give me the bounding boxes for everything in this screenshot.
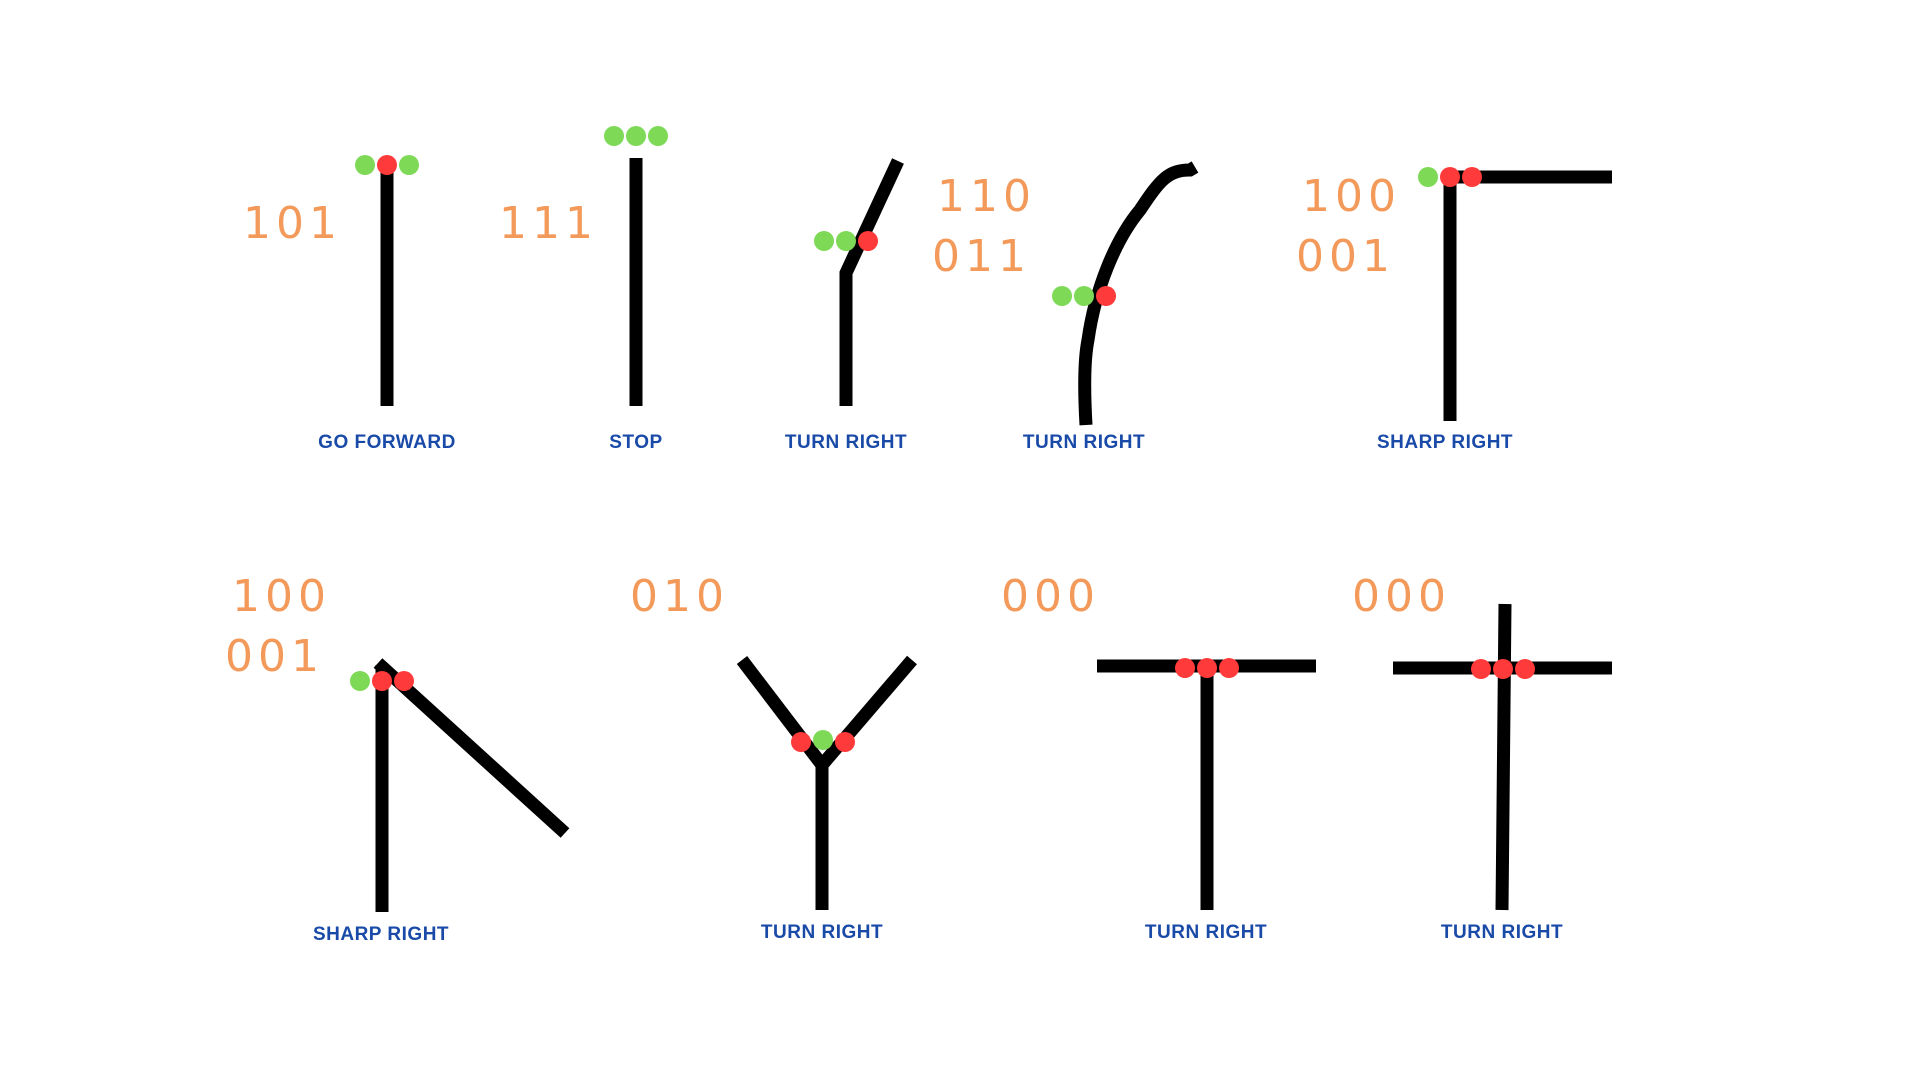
sensor-center [377, 155, 397, 175]
panel-turn-right-fork: 010 TURN RIGHT [630, 571, 917, 943]
sensor-code: 101 [243, 198, 342, 249]
panel-label: SHARP RIGHT [1377, 432, 1513, 453]
sensor-right [648, 126, 668, 146]
sensor-code-2: 011 [932, 231, 1031, 282]
sensor-code: 000 [1001, 571, 1100, 622]
sensor-code: 111 [499, 198, 598, 249]
sensor-left [1052, 286, 1072, 306]
sensor-center [1197, 658, 1217, 678]
sensor-right [858, 231, 878, 251]
panel-label: TURN RIGHT [785, 432, 907, 453]
panel-turn-right-cross: 000 TURN RIGHT [1352, 571, 1612, 943]
sensor-left [791, 732, 811, 752]
curved-track [1078, 161, 1199, 426]
sensor-code-1: 100 [232, 571, 331, 622]
corner-track [1443, 170, 1612, 421]
sensor-center [1493, 659, 1513, 679]
sensor-right [1515, 659, 1535, 679]
sensor-left [604, 126, 624, 146]
sensor-code-2: 001 [1296, 231, 1395, 282]
panel-label: SHARP RIGHT [313, 924, 449, 945]
sensor-center [372, 671, 392, 691]
sensor-center [813, 730, 833, 750]
sensor-right [399, 155, 419, 175]
sensor-code-1: 100 [1302, 171, 1401, 222]
diagonal-track [373, 658, 570, 838]
bent-track [839, 158, 904, 406]
sensor-right [1096, 286, 1116, 306]
panel-label: TURN RIGHT [1023, 432, 1145, 453]
sensor-center [836, 231, 856, 251]
panel-sharp-right-diagonal: 100 001 SHARP RIGHT [225, 571, 570, 945]
sensor-code: 000 [1352, 571, 1451, 622]
sensor-right [835, 732, 855, 752]
panel-stop: 111 STOP [499, 126, 668, 453]
sensor-right [394, 671, 414, 691]
sensor-code-2: 001 [225, 631, 324, 682]
sensor-center [626, 126, 646, 146]
sensor-left [355, 155, 375, 175]
panel-sharp-right-corner: 100 001 SHARP RIGHT [1296, 167, 1612, 453]
sensor-left [1418, 167, 1438, 187]
sensor-left [1175, 658, 1195, 678]
panel-go-forward: 101 GO FORWARD [243, 155, 456, 453]
vertical-track [1495, 603, 1512, 911]
sensor-code-1: 110 [937, 171, 1036, 222]
panel-label: GO FORWARD [318, 432, 456, 453]
sensor-right [1219, 658, 1239, 678]
panel-label: TURN RIGHT [761, 922, 883, 943]
panel-turn-right-curve: 110 011 TURN RIGHT [932, 161, 1199, 453]
sensor-right [1462, 167, 1482, 187]
sensor-left [1471, 659, 1491, 679]
sensor-left [350, 671, 370, 691]
panel-label: TURN RIGHT [1441, 922, 1563, 943]
panel-label: STOP [609, 432, 662, 453]
panel-turn-right-bend: TURN RIGHT [785, 158, 907, 453]
panel-turn-right-t-junction: 000 TURN RIGHT [1001, 571, 1316, 943]
fork-track [736, 655, 917, 776]
panel-label: TURN RIGHT [1145, 922, 1267, 943]
sensor-left [814, 231, 834, 251]
sensor-center [1440, 167, 1460, 187]
sensor-center [1074, 286, 1094, 306]
sensor-code: 010 [630, 571, 729, 622]
